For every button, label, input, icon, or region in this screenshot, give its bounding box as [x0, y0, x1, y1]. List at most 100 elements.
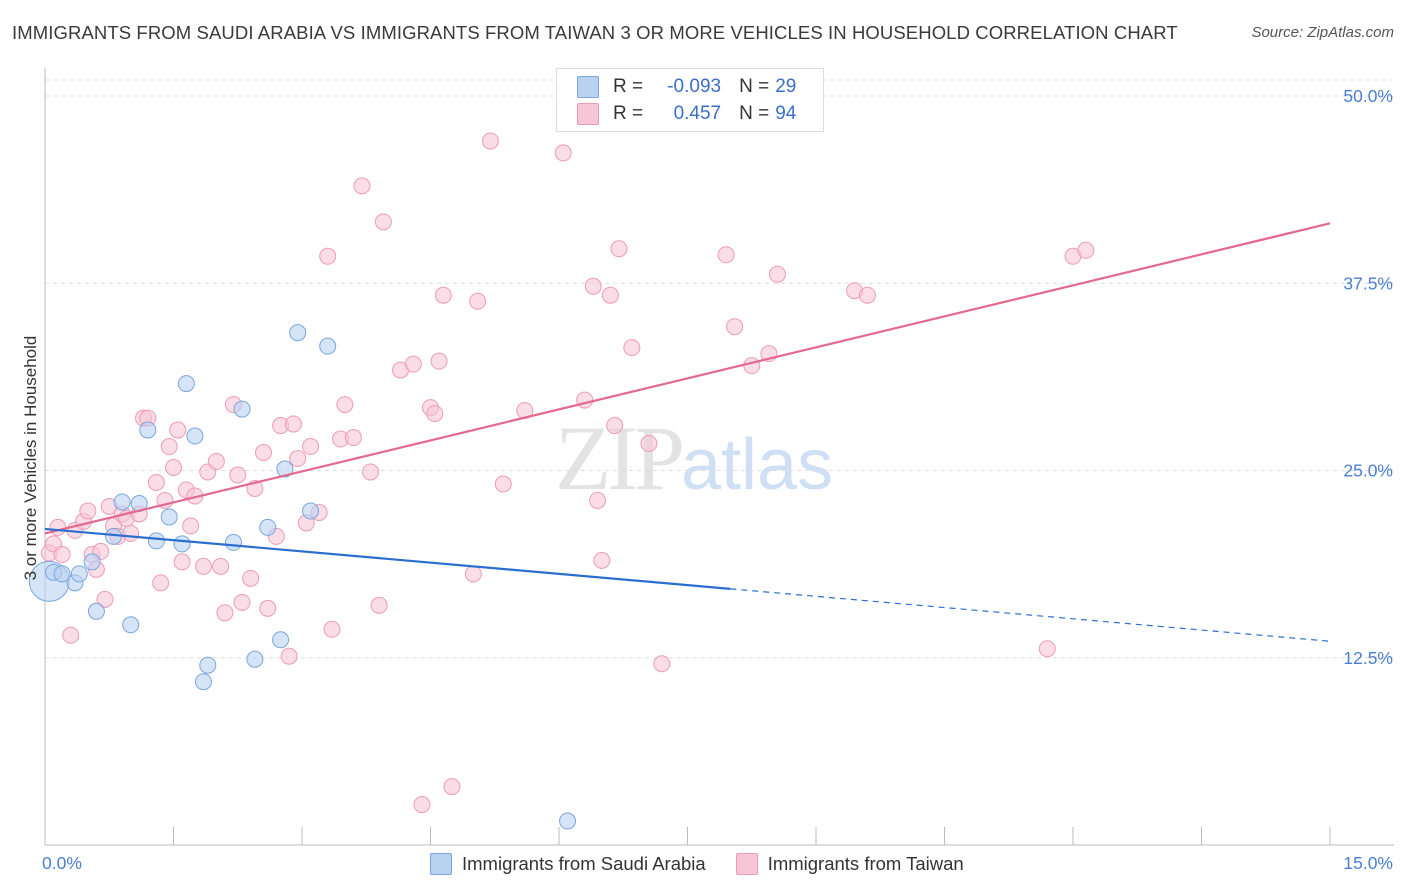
series-taiwan-points — [40, 132, 1095, 814]
data-point-taiwan — [768, 265, 786, 283]
legend-box: R = -0.093 N = 29 R = 0.457 N = 94 — [556, 68, 824, 132]
data-point-taiwan — [233, 593, 251, 611]
data-point-taiwan — [640, 435, 658, 453]
legend-item-taiwan: Immigrants from Taiwan — [735, 853, 964, 875]
source-label: Source: ZipAtlas.com — [1251, 24, 1394, 41]
data-point-taiwan — [576, 391, 594, 409]
data-point-taiwan — [469, 292, 487, 310]
data-point-taiwan — [743, 357, 761, 375]
data-point-taiwan — [147, 473, 165, 491]
data-point-taiwan — [554, 144, 572, 162]
legend-r-label: R = — [613, 103, 644, 124]
data-point-taiwan — [319, 247, 337, 265]
data-point-taiwan — [404, 355, 422, 373]
data-point-taiwan — [229, 466, 247, 484]
data-point-taiwan — [593, 551, 611, 569]
data-point-saudi — [70, 565, 88, 583]
legend-r-value: -0.093 — [667, 76, 722, 97]
data-point-taiwan — [584, 277, 602, 295]
series-legend: Immigrants from Saudi Arabia Immigrants … — [430, 853, 994, 875]
data-point-taiwan — [212, 557, 230, 575]
data-point-saudi — [87, 602, 105, 620]
data-point-taiwan — [152, 574, 170, 592]
data-point-taiwan — [216, 604, 234, 622]
data-point-taiwan — [280, 647, 298, 665]
data-point-taiwan — [259, 599, 277, 617]
data-point-taiwan — [336, 396, 354, 414]
data-point-taiwan — [344, 429, 362, 447]
chart-title: IMMIGRANTS FROM SAUDI ARABIA VS IMMIGRAN… — [12, 22, 1178, 43]
data-point-saudi — [259, 518, 277, 536]
legend-swatch-taiwan — [735, 853, 758, 875]
data-point-taiwan — [374, 213, 392, 231]
data-point-saudi — [194, 673, 212, 691]
data-point-taiwan — [434, 286, 452, 304]
data-point-taiwan — [858, 286, 876, 304]
data-point-saudi — [319, 337, 337, 355]
data-point-saudi — [147, 532, 165, 550]
data-point-taiwan — [589, 491, 607, 509]
x-tick-label: 15.0% — [1343, 853, 1393, 873]
data-point-taiwan — [207, 453, 225, 471]
legend-n-label: N = — [739, 76, 770, 97]
data-point-saudi — [139, 421, 157, 439]
series-saudi-points — [28, 324, 577, 830]
data-point-taiwan — [606, 417, 624, 435]
legend-row-saudi: R = -0.093 N = 29 — [577, 75, 796, 99]
watermark-atlas: atlas — [681, 425, 834, 505]
x-tick-label: 0.0% — [42, 853, 82, 873]
data-point-saudi — [177, 375, 195, 393]
data-point-saudi — [160, 508, 178, 526]
legend-row-taiwan: R = 0.457 N = 94 — [577, 102, 796, 126]
data-point-saudi — [173, 535, 191, 553]
data-point-taiwan — [370, 596, 388, 614]
axes — [44, 68, 1394, 846]
data-point-taiwan — [362, 463, 380, 481]
data-point-saudi — [224, 533, 242, 551]
data-point-taiwan — [323, 620, 341, 638]
data-point-taiwan — [1038, 640, 1056, 658]
data-point-saudi — [113, 493, 131, 511]
y-tick-label: 12.5% — [1343, 648, 1393, 668]
data-point-taiwan — [653, 655, 671, 673]
data-point-taiwan — [353, 177, 371, 195]
trend-lines — [44, 222, 1331, 642]
data-point-taiwan — [160, 438, 178, 456]
data-point-saudi — [83, 553, 101, 571]
data-point-taiwan — [173, 553, 191, 571]
data-point-saudi — [199, 656, 217, 674]
legend-n-label: N = — [739, 103, 770, 124]
legend-swatch-saudi — [577, 76, 599, 98]
data-point-taiwan — [430, 352, 448, 370]
data-point-taiwan — [601, 286, 619, 304]
data-point-taiwan — [254, 444, 272, 462]
data-point-saudi — [122, 616, 140, 634]
tick-labels: 12.5% 25.0% 37.5% 50.0% 0.0% 15.0% — [42, 86, 1393, 873]
data-point-taiwan — [443, 778, 461, 796]
y-axis-label: 3 or more Vehicles in Household — [21, 336, 40, 581]
data-point-taiwan — [96, 590, 114, 608]
y-tick-label: 50.0% — [1343, 86, 1393, 106]
data-point-saudi — [246, 650, 264, 668]
data-point-taiwan — [426, 405, 444, 423]
data-point-taiwan — [165, 459, 182, 477]
legend-n-value: 94 — [775, 103, 797, 124]
y-tick-label: 25.0% — [1343, 461, 1393, 481]
data-point-taiwan — [169, 421, 187, 439]
data-point-taiwan — [182, 517, 200, 535]
data-point-taiwan — [413, 796, 431, 814]
y-tick-label: 37.5% — [1343, 273, 1393, 293]
data-point-taiwan — [481, 132, 499, 150]
data-point-taiwan — [79, 502, 97, 520]
data-point-taiwan — [194, 557, 212, 575]
data-point-taiwan — [1077, 241, 1095, 259]
data-point-saudi — [559, 812, 577, 830]
data-point-saudi — [233, 400, 251, 418]
data-point-taiwan — [53, 545, 71, 563]
data-point-taiwan — [717, 246, 735, 264]
data-point-taiwan — [623, 339, 641, 357]
legend-swatch-taiwan — [577, 103, 599, 125]
data-point-taiwan — [242, 569, 260, 587]
data-point-saudi — [289, 324, 307, 342]
